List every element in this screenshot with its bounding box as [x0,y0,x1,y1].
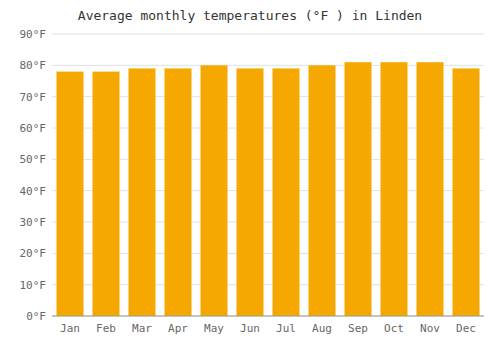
y-tick-label: 70°F [20,91,47,104]
y-tick-label: 30°F [20,216,47,229]
x-tick-label: Jun [240,322,260,335]
title: Average monthly temperatures (°F ) in Li… [78,8,422,23]
bar [237,68,264,316]
bar [309,65,336,316]
bar [345,62,372,316]
y-tick-label: 0°F [26,310,46,323]
bar [381,62,408,316]
y-tick-label: 90°F [20,28,47,41]
x-tick-label: Nov [420,322,440,335]
chart-container: 0°F 10°F 20°F 30°F 40°F 50°F 60°F 70°F 80°F 90°F J… [0,0,500,350]
x-tick-label: May [204,322,224,335]
x-tick-label: Apr [168,322,188,335]
y-tick-label: 40°F [20,185,47,198]
x-tick-label: Mar [132,322,152,335]
bar [93,72,120,316]
bar [57,72,84,316]
grid [52,34,484,316]
y-tick-label: 20°F [20,247,47,260]
y-tick-label: 10°F [20,279,47,292]
x-tick-label: Feb [96,322,116,335]
x-tick-label: Oct [384,322,404,335]
x-tick-label: Jan [60,322,80,335]
bar [453,68,480,316]
x-tick-label: Dec [456,322,476,335]
y-tick-label: 80°F [20,59,47,72]
x-tick-label: Sep [348,322,368,335]
bar [201,65,228,316]
x-tick-label: Jul [276,322,296,335]
chart: 0°F 10°F 20°F 30°F 40°F 50°F 60°F 70°F 80°F 90°F J… [0,0,500,350]
bar [417,62,444,316]
bar [273,68,300,316]
x-tick-label: Aug [312,322,332,335]
grid-line [52,34,484,35]
y-tick-label: 50°F [20,153,47,166]
bar [165,68,192,316]
grid-line [52,316,484,317]
x-axis-line [52,316,484,317]
y-tick-label: 60°F [20,122,47,135]
bar [129,68,156,316]
bars [57,62,480,316]
